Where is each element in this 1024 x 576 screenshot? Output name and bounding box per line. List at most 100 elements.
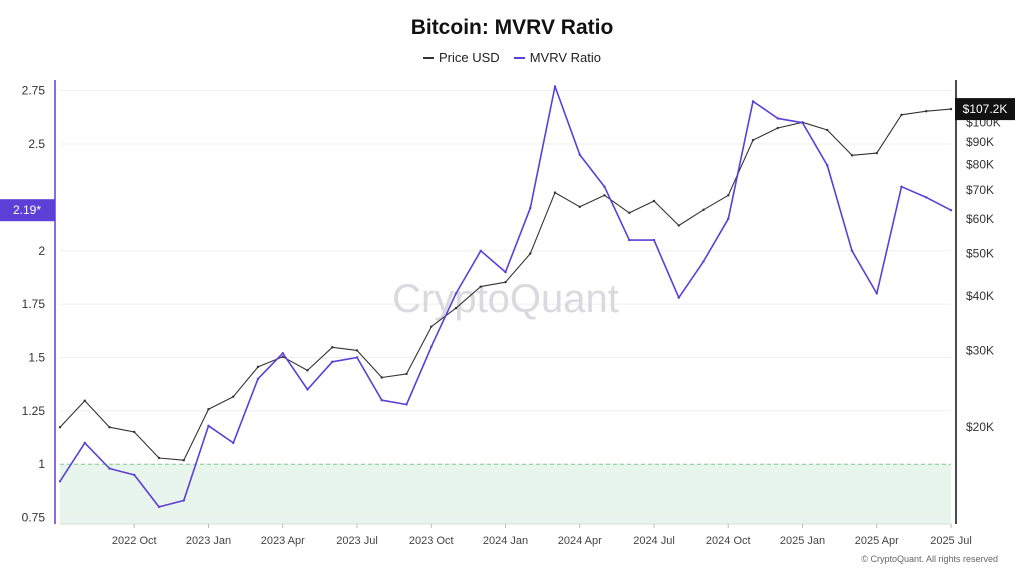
legend-item-mvrv[interactable]: MVRV Ratio bbox=[513, 50, 601, 65]
series-point-price-18 bbox=[504, 280, 507, 284]
series-point-mvrv-13 bbox=[380, 398, 383, 402]
x-tick-label-4: 2023 Oct bbox=[409, 535, 454, 547]
series-point-price-24 bbox=[652, 199, 656, 203]
legend-item-price[interactable]: Price USD bbox=[423, 50, 500, 65]
series-point-mvrv-23 bbox=[628, 238, 631, 242]
series-point-mvrv-28 bbox=[751, 100, 755, 103]
x-tick-label-8: 2024 Oct bbox=[706, 535, 751, 547]
series-point-price-36 bbox=[949, 107, 953, 111]
series-point-mvrv-24 bbox=[652, 238, 656, 242]
x-tick-label-2: 2023 Apr bbox=[261, 535, 305, 547]
right-tick-label-3: $50K bbox=[966, 247, 994, 261]
x-tick-label-1: 2023 Jan bbox=[186, 535, 231, 547]
right-tick-label-7: $90K bbox=[966, 135, 994, 149]
series-point-price-32 bbox=[850, 154, 854, 157]
chart-title: Bitcoin: MVRV Ratio bbox=[410, 16, 614, 39]
series-point-mvrv-8 bbox=[256, 377, 260, 381]
legend-label-mvrv: MVRV Ratio bbox=[529, 50, 601, 65]
series-point-price-17 bbox=[479, 285, 482, 288]
x-tick-label-5: 2024 Jan bbox=[483, 535, 528, 547]
series-point-mvrv-31 bbox=[826, 164, 829, 167]
x-tick-label-11: 2025 Jul bbox=[930, 535, 972, 547]
series-point-price-25 bbox=[677, 224, 680, 227]
left-tick-label-0: 0.75 bbox=[22, 511, 46, 525]
series-point-mvrv-19 bbox=[529, 206, 532, 210]
left-tick-label-2: 1.25 bbox=[22, 404, 46, 418]
series-point-price-8 bbox=[256, 365, 260, 369]
right-tick-label-0: $20K bbox=[966, 420, 994, 434]
series-point-mvrv-11 bbox=[331, 360, 334, 363]
series-point-mvrv-5 bbox=[182, 499, 185, 502]
legend-label-price: Price USD bbox=[439, 50, 500, 65]
series-point-price-33 bbox=[875, 151, 878, 155]
watermark-text: CryptoQuant bbox=[392, 277, 619, 321]
series-point-price-10 bbox=[306, 369, 309, 372]
series-point-price-14 bbox=[405, 372, 408, 376]
left-tick-label-5: 2 bbox=[38, 244, 45, 258]
mvrv-current-badge bbox=[0, 199, 55, 222]
series-point-price-19 bbox=[529, 252, 532, 255]
series-point-mvrv-18 bbox=[504, 270, 507, 274]
price-current-badge bbox=[955, 98, 1015, 121]
left-tick-label-4: 1.75 bbox=[22, 297, 46, 311]
series-point-mvrv-14 bbox=[405, 403, 408, 406]
series-point-mvrv-26 bbox=[702, 260, 705, 263]
x-tick-label-10: 2025 Apr bbox=[855, 535, 899, 547]
series-point-price-35 bbox=[925, 110, 928, 113]
series-point-price-3 bbox=[133, 430, 136, 434]
x-tick-label-0: 2022 Oct bbox=[112, 535, 157, 547]
series-point-price-2 bbox=[108, 426, 111, 429]
series-point-mvrv-17 bbox=[479, 249, 482, 252]
series-point-mvrv-35 bbox=[925, 196, 928, 199]
series-point-price-4 bbox=[157, 456, 161, 460]
series-point-mvrv-9 bbox=[281, 352, 284, 355]
x-tick-label-6: 2024 Apr bbox=[558, 535, 602, 547]
series-point-mvrv-3 bbox=[133, 473, 136, 477]
x-tick-label-7: 2024 Jul bbox=[633, 535, 675, 547]
series-point-price-28 bbox=[751, 138, 755, 142]
series-point-mvrv-4 bbox=[157, 505, 161, 509]
series-point-mvrv-7 bbox=[232, 441, 235, 445]
right-tick-label-1: $30K bbox=[966, 343, 994, 357]
series-point-mvrv-27 bbox=[727, 217, 730, 220]
series-point-mvrv-25 bbox=[677, 296, 680, 299]
series-point-price-23 bbox=[628, 211, 631, 215]
series-point-price-22 bbox=[603, 194, 606, 197]
series-point-price-15 bbox=[430, 325, 433, 328]
below-one-zone bbox=[60, 464, 951, 524]
series-point-price-13 bbox=[380, 376, 383, 379]
price-current-label: $107.2K bbox=[963, 102, 1008, 116]
mvrv-current-label: 2.19* bbox=[13, 203, 41, 217]
series-point-mvrv-21 bbox=[578, 153, 581, 156]
series-point-price-11 bbox=[331, 346, 334, 349]
series-point-mvrv-36 bbox=[949, 209, 953, 212]
series-point-mvrv-30 bbox=[801, 121, 804, 124]
series-point-price-12 bbox=[355, 349, 359, 352]
right-tick-label-6: $80K bbox=[966, 158, 994, 172]
series-point-price-29 bbox=[776, 126, 779, 130]
series-point-price-1 bbox=[83, 399, 86, 402]
series-point-mvrv-1 bbox=[83, 441, 86, 445]
series-point-price-5 bbox=[182, 459, 185, 462]
right-tick-label-4: $60K bbox=[966, 212, 994, 226]
series-point-price-34 bbox=[900, 113, 903, 117]
left-tick-label-3: 1.5 bbox=[28, 351, 45, 365]
series-point-mvrv-16 bbox=[454, 292, 458, 295]
series-point-price-26 bbox=[702, 208, 705, 212]
series-point-price-27 bbox=[727, 194, 730, 197]
series-point-mvrv-33 bbox=[875, 292, 878, 295]
series-point-mvrv-12 bbox=[355, 356, 359, 359]
series-point-mvrv-2 bbox=[108, 467, 111, 470]
series-point-mvrv-6 bbox=[207, 424, 210, 428]
x-tick-label-9: 2025 Jan bbox=[780, 535, 825, 547]
series-point-price-7 bbox=[232, 395, 235, 398]
series-point-mvrv-32 bbox=[850, 249, 854, 252]
series-point-price-20 bbox=[553, 191, 557, 194]
legend-swatch-price bbox=[423, 56, 434, 59]
series-point-mvrv-10 bbox=[306, 388, 309, 391]
right-tick-label-5: $70K bbox=[966, 183, 994, 197]
series-point-mvrv-20 bbox=[553, 85, 557, 88]
x-tick-label-3: 2023 Jul bbox=[336, 535, 378, 547]
series-point-mvrv-22 bbox=[603, 185, 606, 188]
